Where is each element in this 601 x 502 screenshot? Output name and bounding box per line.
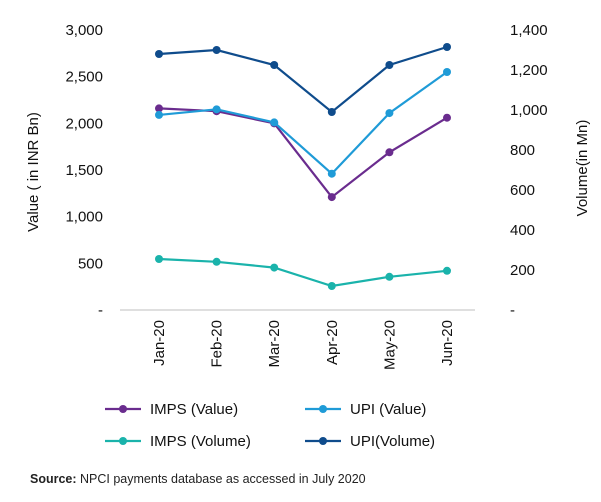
legend-label: UPI (Value) [350,401,426,418]
series-imps-volume [155,255,451,290]
data-point [212,257,221,266]
y-left-tick-label: 1,000 [65,209,103,226]
legend-marker [119,405,127,413]
data-point [385,109,394,118]
data-point [443,266,451,275]
data-point [155,50,163,58]
data-point [212,46,221,54]
data-point [212,105,221,114]
legend-item: IMPS (Value) [105,401,238,418]
x-axis-ticks: Jan-20 Feb-20 Mar-20 Apr-20 May-20 Jun-20 [151,320,456,370]
x-tick-label: Apr-20 [324,320,341,365]
y-left-tick-label: 500 [78,255,103,272]
y-right-tick-label: 1,000 [510,102,548,119]
x-tick-label: Jan-20 [151,320,168,366]
series-line [158,71,448,176]
data-point [155,104,163,113]
data-point [327,169,336,178]
y-right-tick-label: 400 [510,222,535,239]
data-point [155,110,163,119]
y-right-tick-label: 200 [510,262,535,279]
data-point [270,118,279,127]
y-right-tick-label: 1,200 [510,62,548,79]
legend-label: IMPS (Volume) [150,433,251,450]
y-left-tick-label: 3,000 [65,22,103,39]
y-left-tick-label: - [98,302,103,319]
legend: IMPS (Value) UPI (Value) IMPS (Volume) UPI(… [105,401,435,450]
y-right-tick-label: 1,400 [510,22,548,39]
data-point [443,68,451,76]
data-point [443,43,451,51]
data-point [385,272,394,281]
y-right-tick-label: 600 [510,182,535,199]
x-tick-label: Mar-20 [266,320,283,368]
series-line [158,45,448,114]
data-point [155,255,163,263]
series-imps-value [155,104,451,202]
data-point [327,193,336,202]
source-label: Source: [30,472,77,486]
data-point [385,148,394,157]
y-axis-left-title: Value ( in INR Bn) [25,112,42,232]
source-text: NPCI payments database as accessed in Ju… [76,472,366,486]
y-right-tick-label: - [510,302,515,319]
y-left-tick-label: 1,500 [65,162,103,179]
legend-marker [319,405,327,413]
legend-marker [319,437,327,445]
series-line [158,257,448,288]
source-note: Source: NPCI payments database as access… [30,472,366,486]
series-upi-value [155,68,451,178]
x-tick-label: Feb-20 [209,320,226,368]
y-right-tick-label: 800 [510,142,535,159]
x-tick-label: May-20 [381,320,398,370]
legend-label: IMPS (Value) [150,401,238,418]
data-point [385,61,394,69]
y-left-tick-label: 2,000 [65,115,103,132]
series-layer [155,43,451,290]
series-line [158,107,448,199]
legend-marker [119,437,127,445]
legend-item: UPI (Value) [305,401,426,418]
data-point [270,263,279,272]
series-upi-volume [155,43,451,116]
data-point [327,282,336,290]
legend-item: IMPS (Volume) [105,433,251,450]
data-point [443,113,451,122]
x-tick-label: Jun-20 [439,320,456,366]
y-axis-right-ticks: - 200 400 600 800 1,000 1,200 1,400 [510,22,548,319]
y-left-tick-label: 2,500 [65,69,103,86]
y-axis-left-ticks: - 500 1,000 1,500 2,000 2,500 3,000 [65,22,103,319]
legend-item: UPI(Volume) [305,433,435,450]
data-point [327,108,336,116]
y-axis-right-title: Volume(in Mn) [574,120,591,217]
data-point [270,61,279,69]
legend-label: UPI(Volume) [350,433,435,450]
